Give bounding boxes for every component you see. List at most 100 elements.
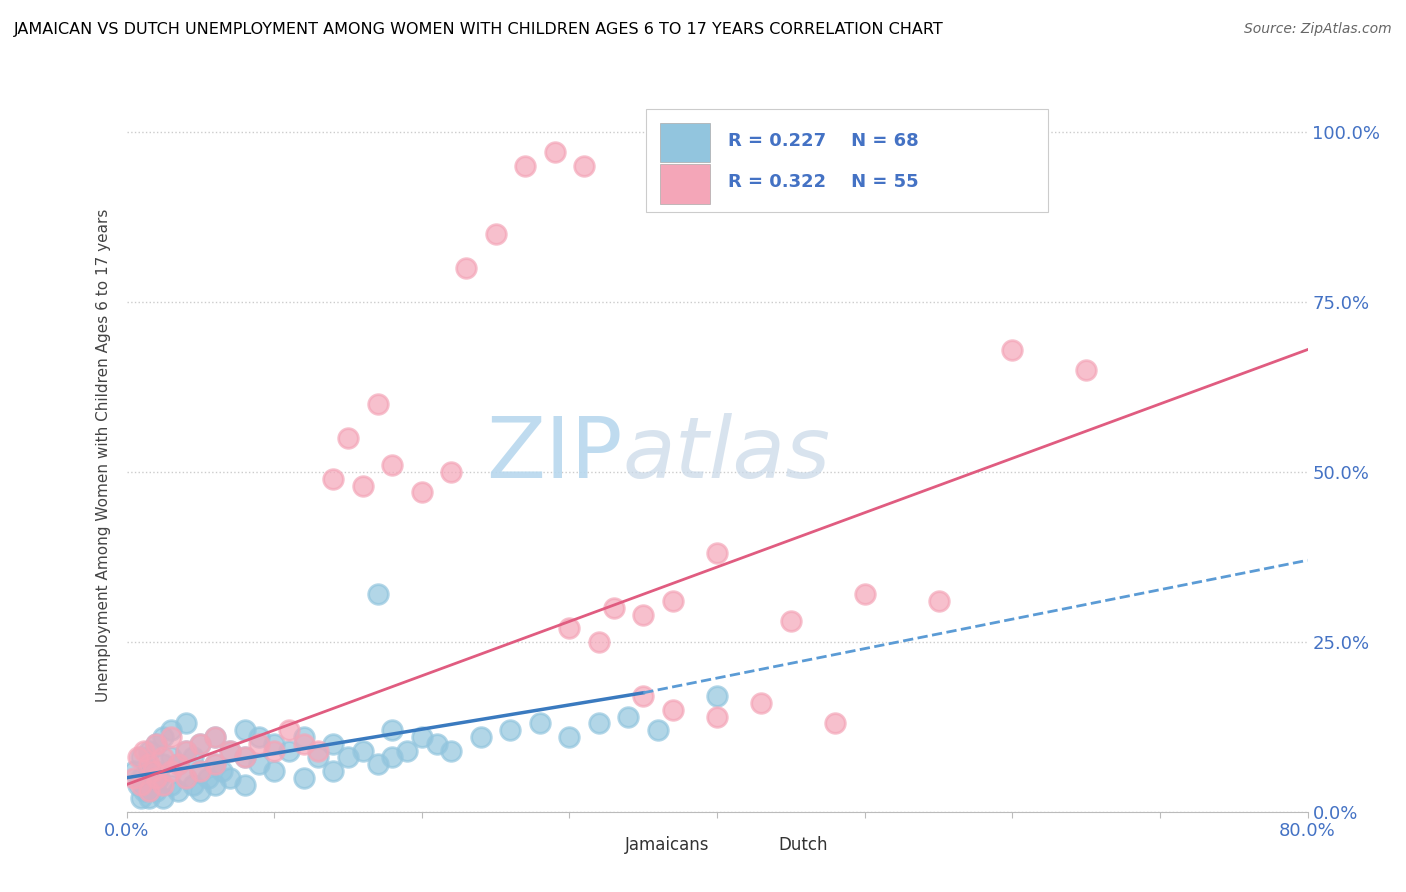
Point [122,771,145,785]
Point [167,757,190,772]
Point [247,730,270,744]
Point [366,587,388,601]
Point [145,764,167,778]
Text: R = 0.322    N = 55: R = 0.322 N = 55 [728,173,918,191]
Point [411,730,433,744]
Point [617,709,640,723]
Point [129,791,153,805]
Point [174,716,197,731]
Point [706,709,728,723]
Point [631,607,654,622]
Point [129,778,153,792]
Point [543,145,565,160]
Point [307,750,329,764]
Point [499,723,522,738]
Point [233,750,256,764]
Point [292,737,315,751]
Point [142,764,165,778]
Point [603,600,626,615]
Point [779,615,801,629]
Point [159,778,183,792]
Point [188,737,211,751]
Y-axis label: Unemployment Among Women with Children Ages 6 to 17 years: Unemployment Among Women with Children A… [96,208,111,702]
Point [145,737,167,751]
Point [588,635,610,649]
Point [129,771,153,785]
Point [425,737,447,751]
Point [138,757,160,772]
Point [440,743,463,757]
Point [188,737,211,751]
Point [292,771,315,785]
Point [174,743,197,757]
Point [174,771,197,785]
Point [824,716,846,731]
Point [337,431,360,445]
Point [152,757,174,772]
Point [381,750,404,764]
Point [263,743,285,757]
Text: atlas: atlas [623,413,831,497]
Point [204,730,226,744]
FancyBboxPatch shape [647,109,1047,212]
Point [188,784,211,798]
Point [588,716,610,731]
Point [352,743,374,757]
Point [661,703,683,717]
Point [706,689,728,703]
Point [647,723,669,738]
Point [322,737,344,751]
Point [631,689,654,703]
FancyBboxPatch shape [735,831,770,858]
Point [167,757,190,772]
Point [219,743,242,757]
Point [558,730,581,744]
Point [292,730,315,744]
Point [138,784,160,798]
FancyBboxPatch shape [661,164,710,203]
Point [366,397,388,411]
Point [751,696,773,710]
Point [247,737,270,751]
Point [928,594,950,608]
Point [134,784,156,798]
Point [381,723,404,738]
Point [188,764,211,778]
Point [278,743,301,757]
Text: Dutch: Dutch [779,836,828,854]
Point [247,757,270,772]
Point [352,478,374,492]
Point [366,757,388,772]
Text: R = 0.227    N = 68: R = 0.227 N = 68 [728,132,918,150]
Point [138,743,160,757]
FancyBboxPatch shape [581,831,617,858]
Point [138,764,160,778]
Point [159,750,183,764]
Point [706,546,728,560]
Point [574,159,596,173]
Point [219,771,242,785]
Point [853,587,876,601]
Point [233,750,256,764]
Point [122,764,145,778]
Point [152,750,174,764]
Point [152,778,174,792]
Point [381,458,404,472]
Point [197,771,219,785]
Point [211,764,233,778]
Point [152,730,174,744]
Point [145,784,167,798]
Point [484,227,508,241]
Text: Jamaicans: Jamaicans [624,836,710,854]
Text: ZIP: ZIP [486,413,623,497]
Text: JAMAICAN VS DUTCH UNEMPLOYMENT AMONG WOMEN WITH CHILDREN AGES 6 TO 17 YEARS CORR: JAMAICAN VS DUTCH UNEMPLOYMENT AMONG WOM… [14,22,943,37]
Point [152,791,174,805]
Point [127,750,149,764]
Point [181,750,204,764]
Point [129,750,153,764]
Point [159,730,183,744]
Point [454,260,477,275]
Text: Source: ZipAtlas.com: Source: ZipAtlas.com [1244,22,1392,37]
Point [204,730,226,744]
Point [167,784,190,798]
